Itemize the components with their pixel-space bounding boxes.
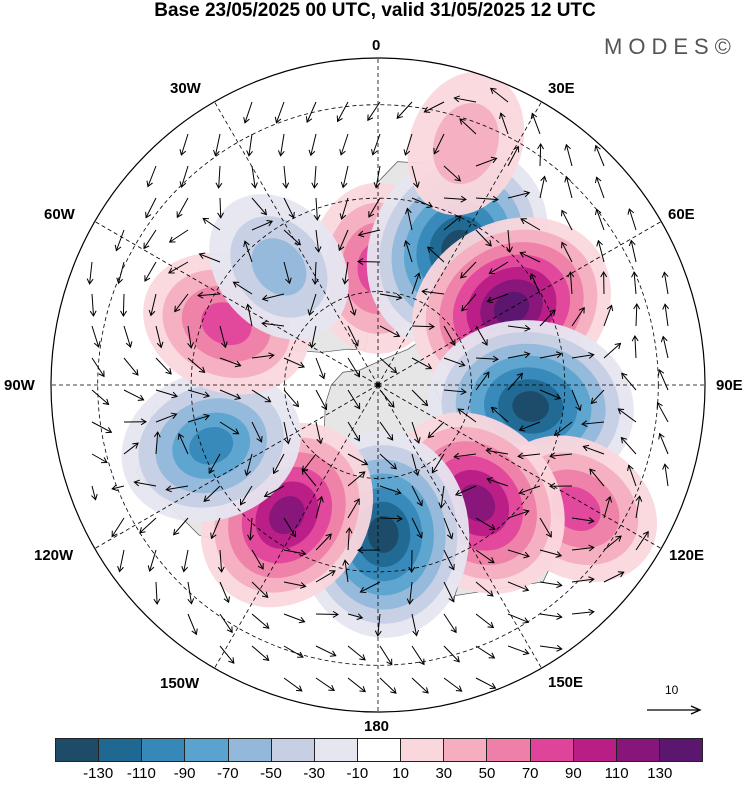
colorbar-tick-label: -110 <box>127 765 156 782</box>
colorbar-tick-label: -10 <box>347 765 369 782</box>
colorbar-cell <box>659 739 702 761</box>
colorbar-cell <box>314 739 357 761</box>
colorbar-cell <box>616 739 659 761</box>
wind-vector <box>123 294 124 316</box>
colorbar-tick-label: 70 <box>522 765 539 782</box>
colorbar-tick-label: 50 <box>479 765 496 782</box>
colorbar-cell <box>271 739 314 761</box>
lon-label-60e: 60E <box>668 206 695 223</box>
colorbar-cell <box>573 739 616 761</box>
reference-vector-arrow <box>645 700 703 720</box>
colorbar-cell <box>98 739 141 761</box>
colorbar-tick-label: -30 <box>303 765 325 782</box>
colorbar-cell <box>443 739 486 761</box>
colorbar-cell <box>56 739 98 761</box>
lon-label-120e: 120E <box>669 547 704 564</box>
north-pole-marker <box>376 383 381 388</box>
colorbar-tick-label: 30 <box>435 765 452 782</box>
colorbar-tick-label: 90 <box>565 765 582 782</box>
lon-label-0: 0 <box>372 37 380 54</box>
colorbar-cell <box>357 739 400 761</box>
wind-vector <box>358 261 380 262</box>
lon-label-180: 180 <box>364 718 389 735</box>
lon-label-150e: 150E <box>548 674 583 691</box>
colorbar-tick-label: -70 <box>217 765 239 782</box>
colorbar-tick-label: -130 <box>83 765 113 782</box>
colorbar-tick-label: -90 <box>174 765 196 782</box>
colorbar-tick-label: -50 <box>260 765 282 782</box>
colorbar-cell <box>228 739 271 761</box>
colorbar-tick-label: 130 <box>647 765 672 782</box>
wind-vector <box>412 326 434 327</box>
lon-label-150w: 150W <box>160 675 199 692</box>
lon-label-60w: 60W <box>44 206 75 223</box>
wind-vector <box>540 144 541 166</box>
colorbar-cell <box>141 739 184 761</box>
lon-label-30w: 30W <box>170 80 201 97</box>
lon-label-30e: 30E <box>548 80 575 97</box>
lon-label-90w: 90W <box>4 377 35 394</box>
colorbar-tick-label: 10 <box>392 765 409 782</box>
lon-label-90e: 90E <box>716 377 743 394</box>
colorbar-cell <box>400 739 443 761</box>
lon-label-120w: 120W <box>34 547 73 564</box>
colorbar-cell <box>486 739 529 761</box>
colorbar-cell <box>530 739 573 761</box>
colorbar-tick-label: 110 <box>605 765 629 782</box>
colorbar-cell <box>184 739 227 761</box>
colorbar <box>55 738 703 762</box>
reference-vector-label: 10 <box>665 683 678 697</box>
